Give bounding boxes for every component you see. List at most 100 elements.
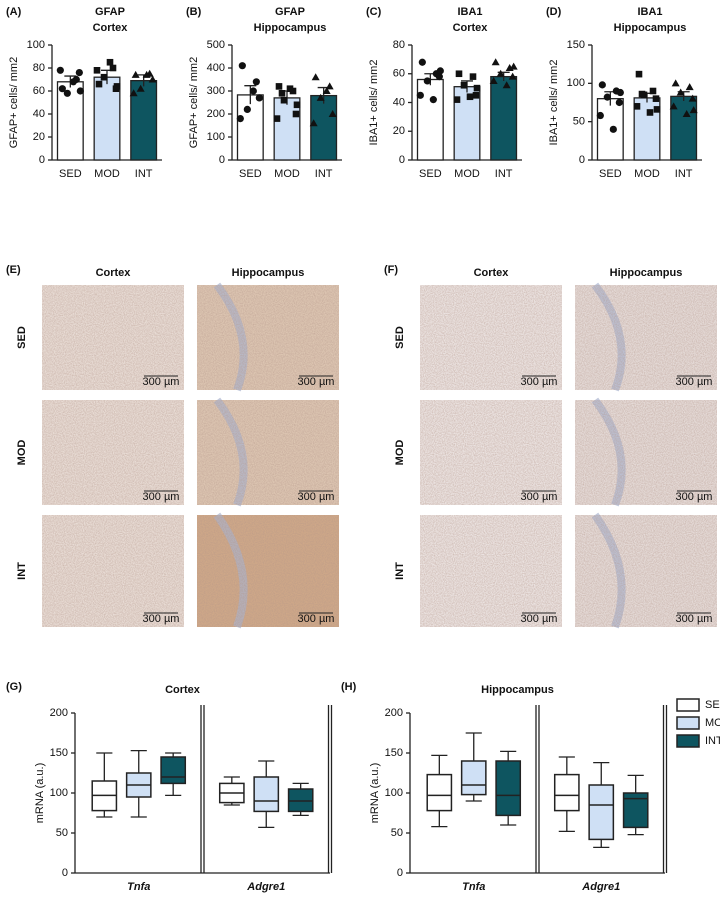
- data-point: [649, 87, 657, 95]
- y-tick-label: 0: [397, 867, 403, 879]
- data-point: [129, 89, 138, 97]
- micrograph-texture: [575, 400, 717, 505]
- data-point: [603, 93, 611, 101]
- panel-label: (E): [6, 264, 21, 276]
- data-point: [423, 77, 431, 85]
- box: [588, 784, 615, 841]
- data-point: [76, 87, 84, 95]
- data-point: [491, 58, 500, 66]
- chart-title: Hippocampus: [481, 684, 554, 696]
- scale-bar-label: 300 µm: [298, 491, 335, 503]
- scale-bar-label: 300 µm: [676, 376, 713, 388]
- data-point: [676, 88, 685, 96]
- bar: [236, 94, 264, 161]
- y-tick-label: 50: [573, 116, 585, 128]
- bar: [490, 75, 518, 161]
- x-tick-label: INT: [495, 168, 513, 180]
- data-point: [243, 105, 251, 113]
- data-point: [502, 81, 511, 89]
- micrograph-texture: [197, 515, 339, 627]
- x-tick-label: SED: [239, 168, 262, 180]
- data-point: [653, 106, 661, 113]
- data-point: [100, 73, 108, 81]
- y-tick-label: 100: [385, 787, 403, 799]
- row-label: SED: [394, 326, 406, 349]
- data-point: [56, 66, 64, 74]
- chart-subtitle: Cortex: [93, 22, 129, 34]
- data-point: [688, 94, 697, 102]
- scale-bar-label: 300 µm: [143, 376, 180, 388]
- x-tick-label: Tnfa: [127, 881, 150, 893]
- data-point: [238, 62, 246, 70]
- y-axis-label: mRNA (a.u.): [369, 763, 381, 824]
- x-tick-label: Adgre1: [581, 881, 620, 893]
- y-tick-label: 0: [62, 867, 68, 879]
- y-tick-label: 400: [207, 62, 225, 74]
- y-tick-label: 150: [385, 747, 403, 759]
- data-point: [418, 58, 426, 66]
- data-point: [148, 75, 157, 83]
- panel-label: (H): [341, 681, 357, 693]
- bar: [416, 78, 444, 161]
- y-tick-label: 0: [39, 154, 45, 166]
- data-point: [113, 83, 121, 90]
- data-point: [489, 76, 498, 84]
- chart-subtitle: Hippocampus: [614, 22, 687, 34]
- legend-label: INT: [705, 735, 720, 747]
- x-tick-label: SED: [599, 168, 622, 180]
- scale-bar-label: 300 µm: [298, 376, 335, 388]
- data-point: [472, 92, 480, 99]
- row-label: SED: [16, 326, 28, 349]
- data-point: [598, 81, 606, 89]
- data-point: [142, 70, 151, 78]
- micrograph-texture: [197, 285, 339, 390]
- data-point: [75, 69, 83, 77]
- data-point: [252, 78, 260, 86]
- data-point: [275, 83, 283, 90]
- data-point: [638, 90, 646, 98]
- panel-label: (B): [186, 6, 202, 18]
- row-label: INT: [394, 562, 406, 580]
- x-tick-label: SED: [59, 168, 82, 180]
- data-point: [136, 84, 145, 92]
- scale-bar-label: 300 µm: [298, 613, 335, 625]
- y-tick-label: 100: [27, 39, 45, 51]
- micrograph-texture: [420, 285, 562, 390]
- data-point: [635, 70, 643, 78]
- data-point: [671, 79, 680, 87]
- data-point: [416, 91, 424, 99]
- data-point: [460, 81, 468, 89]
- chart-title: IBA1: [457, 6, 482, 18]
- data-point: [469, 73, 477, 80]
- scale-bar-label: 300 µm: [521, 613, 558, 625]
- data-point: [255, 94, 263, 102]
- y-tick-label: 20: [393, 125, 405, 137]
- data-point: [328, 110, 337, 117]
- x-tick-label: MOD: [634, 168, 660, 180]
- row-label: MOD: [16, 440, 28, 466]
- y-tick-label: 50: [391, 827, 403, 839]
- y-tick-label: 20: [33, 131, 45, 143]
- data-point: [95, 80, 103, 88]
- box: [495, 760, 522, 817]
- micrograph-texture: [197, 400, 339, 505]
- data-point: [473, 84, 481, 92]
- row-label: INT: [16, 562, 28, 580]
- y-tick-label: 200: [385, 707, 403, 719]
- chart-subtitle: Hippocampus: [254, 22, 327, 34]
- chart-title: GFAP: [95, 6, 125, 18]
- legend-swatch: [676, 734, 700, 748]
- chart-title: Cortex: [165, 684, 201, 696]
- panel-label: (D): [546, 6, 562, 18]
- data-point: [689, 106, 698, 114]
- data-point: [685, 83, 694, 91]
- x-tick-label: SED: [419, 168, 442, 180]
- micrograph-texture: [575, 285, 717, 390]
- micrograph-texture: [420, 400, 562, 505]
- y-tick-label: 100: [567, 77, 585, 89]
- y-tick-label: 50: [56, 827, 68, 839]
- y-axis-label: mRNA (a.u.): [34, 763, 46, 824]
- chart-title: GFAP: [275, 6, 305, 18]
- micrograph-texture: [420, 515, 562, 627]
- data-point: [609, 125, 617, 133]
